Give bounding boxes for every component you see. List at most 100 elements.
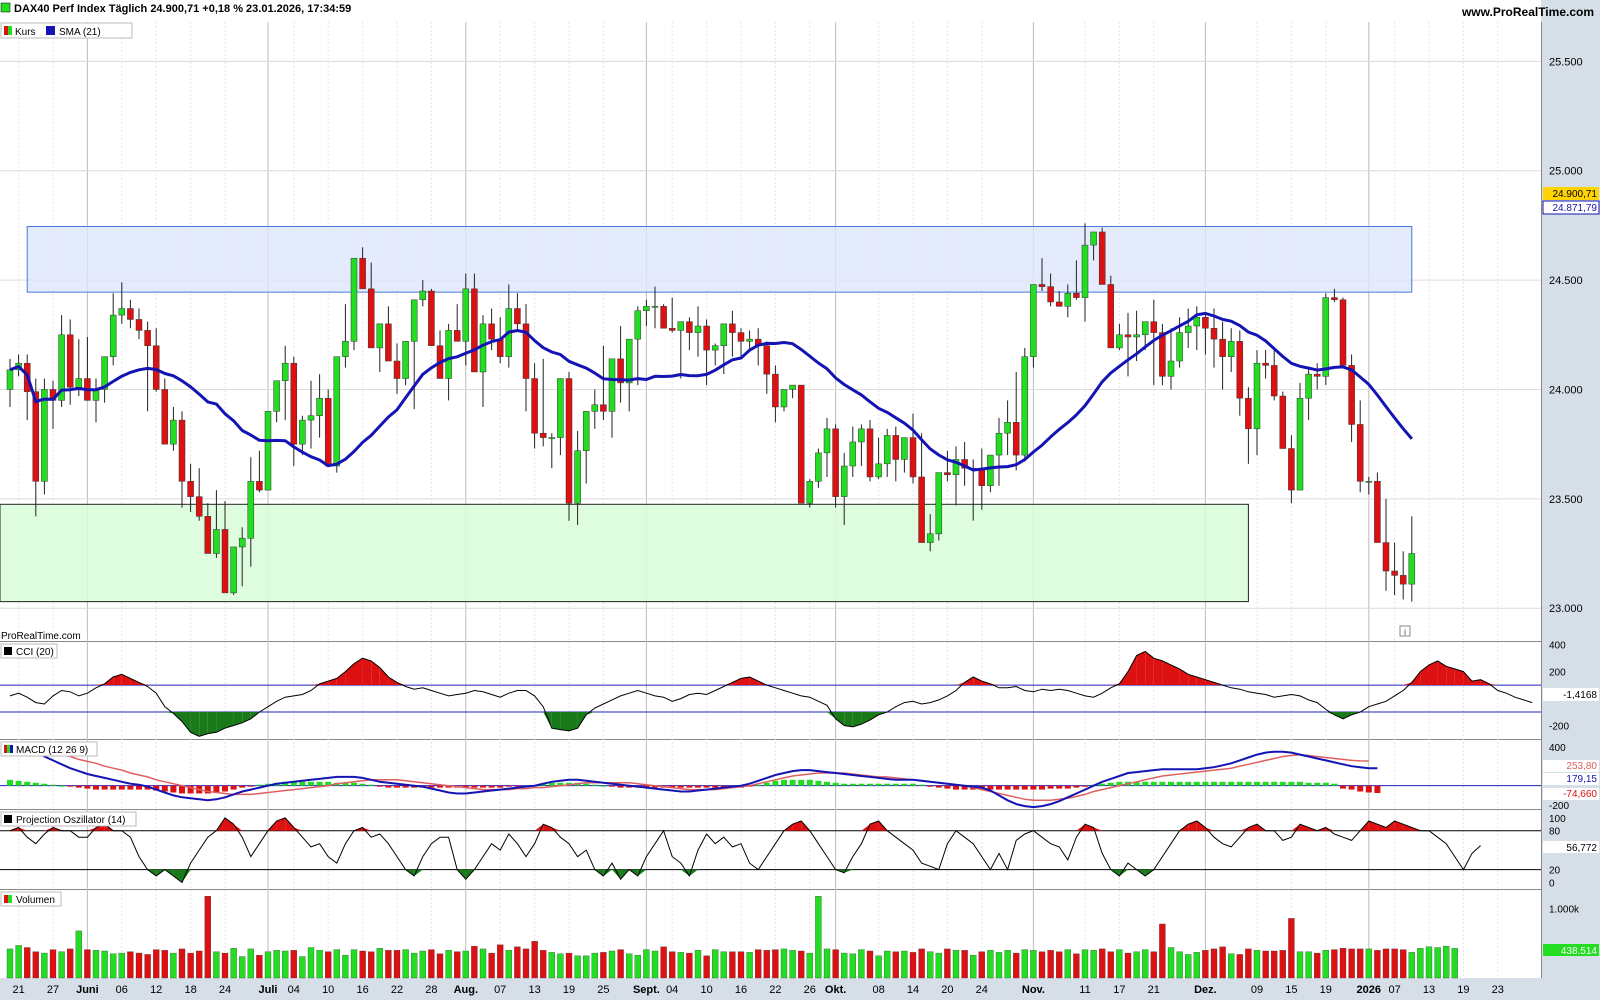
projection-overbought-fill	[543, 824, 552, 831]
projection-overbought-fill	[1188, 821, 1197, 831]
candle	[711, 345, 719, 351]
volume-bar	[1099, 948, 1106, 979]
macd-histogram-bar	[1185, 781, 1192, 786]
volume-bar	[1193, 952, 1200, 979]
time-tick-label: 25	[597, 984, 609, 996]
macd-histogram-bar	[247, 785, 254, 787]
volume-bar	[436, 953, 444, 979]
candle	[660, 306, 667, 329]
volume-bar	[651, 950, 659, 979]
volume-bar	[178, 948, 186, 979]
price-axis-panel[interactable]	[1541, 0, 1600, 1000]
cci-overbought-fill	[1205, 679, 1214, 686]
volume-bar	[1185, 954, 1192, 979]
series-color-icon	[0, 2, 11, 13]
macd-histogram-bar	[935, 785, 942, 788]
volume-bar	[789, 950, 796, 979]
candle	[1184, 325, 1192, 333]
volume-bar	[1004, 950, 1011, 979]
volume-bar	[1314, 952, 1321, 979]
volume-bar	[841, 952, 848, 979]
macd-histogram-bar	[1064, 785, 1071, 789]
volume-bar	[127, 951, 134, 979]
candle	[1167, 360, 1175, 377]
volume-bar	[548, 952, 555, 979]
cci-overbought-fill	[130, 678, 139, 686]
volume-bar	[1021, 949, 1028, 979]
candle	[823, 428, 831, 454]
projection-oversold-fill	[689, 869, 698, 877]
sma-line	[9, 311, 1413, 472]
projection-overbought-fill	[1196, 821, 1206, 831]
macd-histogram-bar	[1228, 781, 1235, 786]
candle	[1141, 321, 1149, 336]
macd-histogram-bar	[695, 785, 701, 788]
macd-histogram-bar	[806, 779, 813, 786]
candle	[1047, 286, 1054, 303]
macd-histogram-bar	[1279, 781, 1286, 786]
candle	[376, 323, 384, 349]
macd-histogram-bar	[1150, 781, 1157, 786]
macd-histogram-bar	[609, 785, 615, 787]
cci-oversold-fill	[242, 712, 251, 723]
time-axis-panel[interactable]	[0, 978, 1600, 1000]
candle	[600, 404, 607, 412]
time-tick-label: Juli	[259, 984, 278, 996]
brand-link[interactable]: www.ProRealTime.com	[1461, 5, 1594, 19]
macd-histogram-bar	[118, 785, 125, 790]
volume-bar	[497, 944, 504, 979]
candle	[763, 345, 771, 375]
candle	[806, 481, 814, 504]
price-tick-label: 23.000	[1549, 603, 1583, 615]
candle	[367, 288, 375, 349]
volume-bar	[1056, 951, 1063, 979]
candle	[342, 341, 349, 357]
macd-histogram-bar	[652, 785, 658, 788]
info-icon[interactable]	[1399, 625, 1411, 637]
candle	[109, 314, 117, 357]
macd-histogram-bar	[299, 781, 306, 786]
volume-bar	[376, 948, 383, 979]
candle	[1262, 362, 1269, 366]
candle	[1098, 231, 1106, 285]
volume-bar	[626, 953, 633, 979]
volume-bar	[557, 953, 564, 979]
macd-histogram-bar	[961, 785, 968, 790]
macd-histogram-bar	[488, 785, 495, 788]
cci-tick-label: -200	[1549, 722, 1569, 733]
cci-oversold-fill	[216, 712, 225, 733]
projection-legend[interactable]: Projection Oszillator (14)	[0, 811, 137, 827]
cci-overbought-fill	[345, 663, 354, 686]
cci-overbought-fill	[1145, 651, 1154, 686]
projection-overbought-fill	[1093, 827, 1103, 831]
time-tick-label: 13	[1423, 984, 1435, 996]
price-tick-label: 25.500	[1549, 56, 1583, 68]
candle	[858, 428, 865, 443]
macd-legend[interactable]: MACD (12 26 9)	[0, 741, 98, 757]
volume-bar	[479, 948, 487, 979]
cci-overbought-fill	[1153, 658, 1163, 686]
candle	[574, 450, 581, 504]
volume-color-icon	[4, 895, 8, 903]
macd-histogram-bar	[867, 783, 873, 786]
main-legend[interactable]: Kurs SMA (21)	[0, 22, 133, 39]
macd-histogram-bar	[901, 783, 908, 786]
macd-histogram-bar	[1322, 782, 1329, 786]
sma-color-icon	[46, 26, 55, 35]
cci-legend[interactable]: CCI (20)	[0, 643, 58, 659]
volume-legend[interactable]: Volumen	[0, 891, 62, 907]
volume-bar	[806, 952, 813, 979]
candle	[1288, 448, 1295, 491]
candle	[101, 356, 108, 390]
time-tick-label: 10	[322, 984, 334, 996]
macd-histogram-bar	[342, 782, 349, 786]
volume-bar	[462, 950, 469, 979]
candle	[1004, 422, 1011, 434]
projection-oversold-fill	[603, 869, 612, 877]
cci-oversold-fill	[835, 712, 845, 726]
candle	[118, 308, 126, 316]
volume-bar	[118, 952, 125, 979]
cci-oversold-fill	[569, 712, 578, 731]
